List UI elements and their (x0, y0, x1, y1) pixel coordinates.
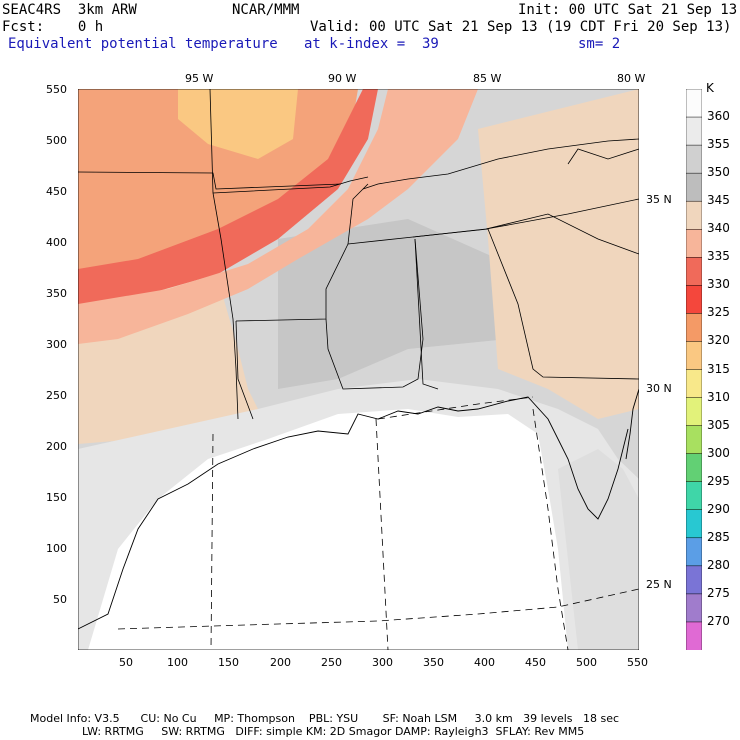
colorbar-level-label: 325 (707, 305, 730, 320)
colorbar-swatch (686, 144, 702, 174)
y-tick-label: 100 (46, 542, 67, 555)
state-borders (78, 89, 639, 420)
colorbar-level-label: 355 (707, 137, 730, 152)
colorbar-swatch (686, 285, 702, 315)
colorbar (686, 89, 702, 650)
boundary-lines (117, 396, 639, 650)
colorbar-swatch (686, 425, 702, 455)
model-info-line2: LW: RRTMG SW: RRTMG DIFF: simple KM: 2D … (82, 725, 585, 738)
y-tick-label: 400 (46, 236, 67, 249)
colorbar-level-label: 295 (707, 473, 730, 488)
colorbar-level-label: 300 (707, 445, 730, 460)
y-tick-label: 50 (53, 593, 67, 606)
colorbar-swatch (686, 593, 702, 623)
lat-label-35n: 35 N (646, 193, 672, 206)
lon-label-95w: 95 W (185, 72, 214, 85)
colorbar-swatch (686, 565, 702, 595)
y-tick-label: 300 (46, 338, 67, 351)
colorbar-swatch (686, 481, 702, 511)
x-tick-label: 200 (270, 656, 291, 669)
colorbar-swatch (686, 369, 702, 399)
colorbar-swatch (686, 116, 702, 146)
colorbar-swatch (686, 453, 702, 483)
colorbar-swatch (686, 313, 702, 343)
colorbar-level-label: 305 (707, 417, 730, 432)
institution-label: NCAR/MMM (232, 2, 300, 18)
x-tick-label: 300 (372, 656, 393, 669)
level-label: at k-index = 39 (304, 36, 439, 52)
lat-label-30n: 30 N (646, 382, 672, 395)
colorbar-level-label: 345 (707, 193, 730, 208)
colorbar-level-label: 330 (707, 277, 730, 292)
forecast-hour: Fcst: 0 h (2, 19, 104, 35)
lat-label-25n: 25 N (646, 578, 672, 591)
colorbar-swatch (686, 621, 702, 650)
theta-e-map (78, 89, 639, 650)
lon-label-80w: 80 W (617, 72, 646, 85)
field-name: Equivalent potential temperature (8, 36, 278, 52)
colorbar-level-label: 280 (707, 557, 730, 572)
colorbar-swatch (686, 509, 702, 539)
colorbar-swatch (686, 229, 702, 259)
y-tick-label: 500 (46, 134, 67, 147)
field-345k-gray (278, 219, 638, 389)
y-tick-label: 450 (46, 185, 67, 198)
x-tick-label: 250 (321, 656, 342, 669)
field-360k-gulf (88, 409, 568, 650)
model-info-line1: Model Info: V3.5 CU: No Cu MP: Thompson … (30, 712, 620, 725)
x-tick-label: 50 (119, 656, 133, 669)
colorbar-level-label: 350 (707, 165, 730, 180)
valid-time: Valid: 00 UTC Sat 21 Sep 13 (19 CDT Fri … (310, 19, 732, 35)
x-tick-label: 450 (525, 656, 546, 669)
y-tick-label: 550 (46, 83, 67, 96)
colorbar-swatch (686, 397, 702, 427)
colorbar-level-label: 285 (707, 529, 730, 544)
x-tick-label: 150 (218, 656, 239, 669)
florida-coast (625, 388, 639, 460)
lon-label-85w: 85 W (473, 72, 502, 85)
x-tick-label: 100 (167, 656, 188, 669)
colorbar-swatch (686, 172, 702, 202)
lon-label-90w: 90 W (328, 72, 357, 85)
x-tick-label: 400 (474, 656, 495, 669)
colorbar-level-label: 310 (707, 389, 730, 404)
coastline (78, 396, 629, 630)
y-tick-label: 150 (46, 491, 67, 504)
colorbar-level-label: 360 (707, 109, 730, 124)
field-335k-band (78, 89, 478, 344)
colorbar-swatch (686, 200, 702, 230)
colorbar-level-label: 335 (707, 249, 730, 264)
colorbar-level-label: 320 (707, 333, 730, 348)
y-tick-label: 250 (46, 389, 67, 402)
field-355k-east-gulf (558, 449, 639, 650)
y-tick-label: 200 (46, 440, 67, 453)
x-tick-label: 350 (423, 656, 444, 669)
colorbar-unit: K (706, 81, 714, 95)
init-time: Init: 00 UTC Sat 21 Sep 13 (518, 2, 738, 18)
smoothing-label: sm= 2 (578, 36, 621, 52)
y-tick-label: 350 (46, 287, 67, 300)
x-tick-label: 550 (627, 656, 648, 669)
colorbar-level-label: 340 (707, 221, 730, 236)
field-340k-east (478, 89, 639, 419)
colorbar-swatch (686, 341, 702, 371)
model-title: SEAC4RS 3km ARW (2, 2, 137, 18)
colorbar-swatch (686, 89, 702, 118)
x-tick-label: 500 (576, 656, 597, 669)
colorbar-level-label: 290 (707, 501, 730, 516)
colorbar-level-label: 275 (707, 585, 730, 600)
colorbar-level-label: 270 (707, 613, 730, 628)
colorbar-level-label: 315 (707, 361, 730, 376)
field-330k-band (78, 89, 378, 309)
colorbar-swatch (686, 257, 702, 287)
field-315k-patch (178, 89, 298, 159)
colorbar-swatch (686, 537, 702, 567)
